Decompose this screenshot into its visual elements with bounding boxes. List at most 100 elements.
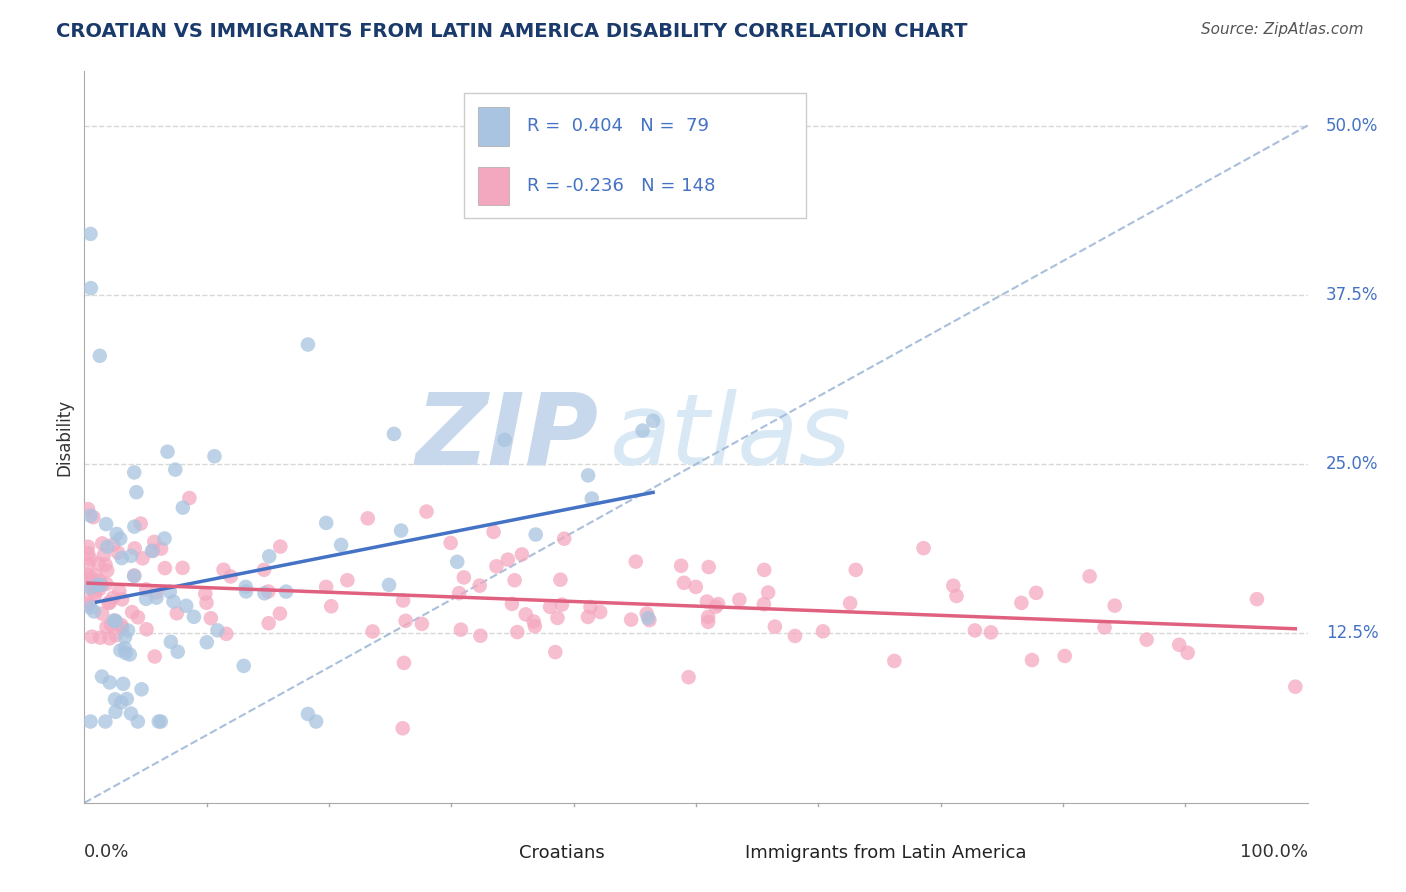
Point xyxy=(112,677,135,691)
Point xyxy=(96,540,118,554)
Point xyxy=(945,589,967,603)
Point xyxy=(678,670,700,684)
Point xyxy=(1246,592,1268,607)
Point xyxy=(108,583,131,598)
Point xyxy=(195,635,218,649)
Point xyxy=(980,625,1002,640)
Point xyxy=(704,599,727,614)
Point xyxy=(114,646,136,660)
Point xyxy=(756,585,779,599)
Y-axis label: Disability: Disability xyxy=(55,399,73,475)
Point xyxy=(1177,646,1199,660)
Point xyxy=(114,630,136,644)
Point xyxy=(127,610,149,624)
Point xyxy=(449,586,471,600)
Point xyxy=(697,610,720,624)
Point xyxy=(1136,632,1159,647)
Point xyxy=(89,578,111,592)
Point xyxy=(415,505,437,519)
Text: Croatians: Croatians xyxy=(519,844,605,863)
Point xyxy=(104,705,127,719)
Point xyxy=(1094,620,1116,634)
Point xyxy=(506,625,529,640)
Point xyxy=(91,607,114,621)
Point xyxy=(124,541,146,556)
FancyBboxPatch shape xyxy=(478,167,509,205)
Point xyxy=(538,599,561,614)
Point xyxy=(579,600,602,615)
Point xyxy=(153,561,176,575)
Point xyxy=(79,227,101,241)
Point xyxy=(89,574,111,588)
Point xyxy=(440,536,463,550)
Point xyxy=(672,575,695,590)
Point xyxy=(79,581,101,595)
Point xyxy=(79,600,101,615)
Point xyxy=(118,648,141,662)
Point xyxy=(84,584,107,599)
Point xyxy=(524,527,547,541)
Text: CROATIAN VS IMMIGRANTS FROM LATIN AMERICA DISABILITY CORRELATION CHART: CROATIAN VS IMMIGRANTS FROM LATIN AMERIC… xyxy=(56,22,967,41)
Point xyxy=(1025,586,1047,600)
Point xyxy=(1168,638,1191,652)
Point xyxy=(576,610,599,624)
Point xyxy=(620,613,643,627)
Point xyxy=(77,502,100,516)
Text: 12.5%: 12.5% xyxy=(1326,624,1378,642)
Point xyxy=(195,596,218,610)
Point xyxy=(127,714,149,729)
Text: 37.5%: 37.5% xyxy=(1326,285,1378,304)
Point xyxy=(523,615,546,629)
Point xyxy=(391,721,413,735)
Point xyxy=(235,584,257,599)
Point xyxy=(100,618,122,632)
Point xyxy=(321,599,343,614)
Point xyxy=(257,616,280,631)
Point xyxy=(104,614,127,628)
Point xyxy=(315,580,337,594)
Point xyxy=(503,573,526,587)
Point xyxy=(105,527,128,541)
FancyBboxPatch shape xyxy=(709,839,738,867)
Point xyxy=(91,669,114,683)
Point xyxy=(89,349,111,363)
Point xyxy=(160,635,183,649)
Point xyxy=(96,564,118,578)
Point xyxy=(501,597,523,611)
Point xyxy=(159,584,181,599)
Point xyxy=(269,540,291,554)
Point xyxy=(553,532,575,546)
Text: R =  0.404   N =  79: R = 0.404 N = 79 xyxy=(527,118,709,136)
Point xyxy=(257,549,280,564)
Point xyxy=(1284,680,1306,694)
Point xyxy=(207,624,229,638)
Point xyxy=(763,619,786,633)
Point xyxy=(382,426,405,441)
Point xyxy=(219,569,242,583)
Point xyxy=(697,560,720,574)
Point xyxy=(141,544,163,558)
Point xyxy=(631,424,654,438)
Point xyxy=(942,579,965,593)
Point xyxy=(269,607,291,621)
Point xyxy=(89,582,111,597)
Point xyxy=(94,517,117,532)
Text: 25.0%: 25.0% xyxy=(1326,455,1378,473)
Point xyxy=(98,675,121,690)
Point xyxy=(257,584,280,599)
Point xyxy=(83,577,105,591)
Point xyxy=(912,541,935,556)
Point xyxy=(131,551,153,566)
Point xyxy=(482,524,505,539)
FancyBboxPatch shape xyxy=(464,94,806,218)
Point xyxy=(470,629,492,643)
Point xyxy=(84,568,107,582)
Point xyxy=(114,641,136,656)
Point xyxy=(149,714,172,729)
Point xyxy=(98,632,121,646)
Point xyxy=(143,649,166,664)
Point xyxy=(361,624,384,639)
Point xyxy=(551,598,574,612)
Point xyxy=(510,547,533,561)
Point xyxy=(468,579,491,593)
